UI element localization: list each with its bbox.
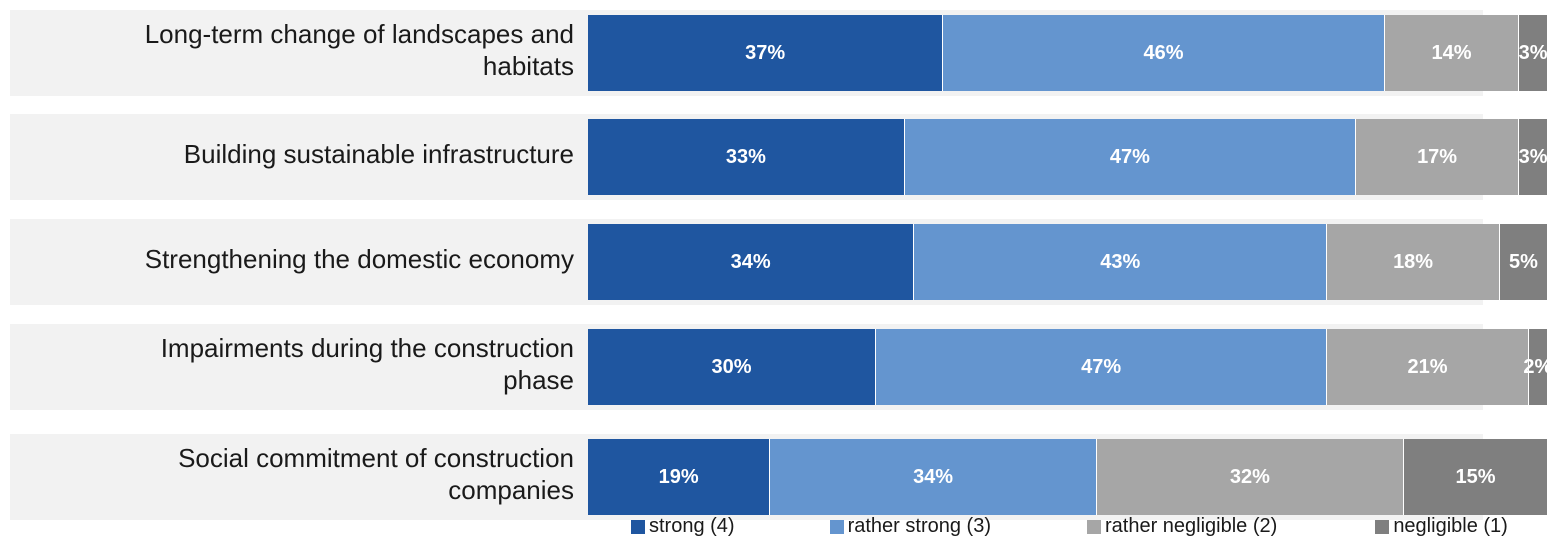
- bar-row: 19% 34% 32% 15%: [588, 439, 1568, 515]
- category-label-line: Impairments during the construction: [160, 333, 574, 363]
- category-label-line: Long-term change of landscapes and: [144, 19, 574, 49]
- category-label: Building sustainable infrastructure: [4, 138, 574, 170]
- data-label: 34%: [730, 250, 771, 273]
- bar-segment: 3%: [1519, 119, 1548, 195]
- data-label: 17%: [1417, 145, 1458, 168]
- category-label-line: Building sustainable infrastructure: [183, 139, 574, 169]
- category-label-line: phase: [503, 365, 574, 395]
- bar-segment: 18%: [1327, 224, 1500, 300]
- bar-row: 37% 46% 14% 3%: [588, 15, 1568, 91]
- bar-segment: 15%: [1403, 439, 1548, 515]
- legend-item: rather negligible (2): [1086, 515, 1278, 538]
- data-label: 46%: [1143, 41, 1184, 64]
- legend-swatch: [631, 519, 645, 534]
- bar-segment: 34%: [588, 224, 915, 300]
- data-label: 37%: [745, 41, 786, 64]
- data-label: 3%: [1518, 41, 1548, 64]
- data-label: 14%: [1431, 41, 1472, 64]
- category-label: Strengthening the domestic economy: [4, 243, 574, 275]
- bar-segment: 47%: [876, 329, 1328, 405]
- bar-segment: 32%: [1096, 439, 1404, 515]
- data-label: 5%: [1509, 250, 1538, 273]
- bar-segment: 47%: [904, 119, 1356, 195]
- legend-swatch: [1375, 519, 1390, 534]
- category-label-line: Social commitment of construction: [178, 443, 574, 473]
- data-label: 30%: [711, 355, 752, 378]
- bar-segment: 34%: [770, 439, 1097, 515]
- data-label: 21%: [1407, 355, 1448, 378]
- legend-label: rather strong (3): [847, 515, 991, 537]
- bar-segment: 19%: [588, 439, 771, 515]
- legend-label: negligible (1): [1393, 515, 1508, 537]
- category-label: Social commitment of construction compani…: [4, 442, 574, 506]
- category-label-line: habitats: [482, 51, 574, 81]
- data-label: 47%: [1109, 145, 1150, 168]
- bar-segment: 5%: [1499, 224, 1548, 300]
- category-label-line: companies: [448, 475, 574, 505]
- data-label: 15%: [1455, 465, 1496, 488]
- category-label: Impairments during the construction phase: [4, 332, 574, 396]
- data-label: 34%: [913, 465, 954, 488]
- legend-label: strong (4): [649, 515, 735, 537]
- bar-segment: 43%: [914, 224, 1328, 300]
- legend-swatch: [829, 519, 844, 534]
- data-label: 19%: [658, 465, 699, 488]
- bar-row: 33% 47% 17% 3%: [588, 119, 1568, 195]
- bar-segment: 17%: [1355, 119, 1520, 195]
- data-label: 3%: [1518, 145, 1548, 168]
- bar-segment: 3%: [1519, 15, 1548, 91]
- data-label: 47%: [1081, 355, 1122, 378]
- legend-item: strong (4): [631, 515, 735, 538]
- category-label: Long-term change of landscapes and habita…: [4, 18, 574, 82]
- legend-swatch: [1086, 519, 1101, 534]
- legend-label: rather negligible (2): [1104, 515, 1278, 537]
- bar-segment: 30%: [588, 329, 876, 405]
- bar-segment: 33%: [588, 119, 905, 195]
- bar-row: 30% 47% 21% 2%: [588, 329, 1568, 405]
- legend-item: rather strong (3): [829, 515, 991, 538]
- data-label: 43%: [1100, 250, 1141, 273]
- data-label: 18%: [1393, 250, 1434, 273]
- category-label-line: Strengthening the domestic economy: [144, 244, 574, 274]
- data-label: 32%: [1229, 465, 1270, 488]
- legend-item: negligible (1): [1375, 515, 1508, 538]
- bar-row: 34% 43% 18% 5%: [588, 224, 1568, 300]
- bar-segment: 21%: [1327, 329, 1529, 405]
- bar-segment: 46%: [943, 15, 1385, 91]
- bar-segment: 37%: [588, 15, 944, 91]
- legend: strong (4) rather strong (3) rather neglig…: [631, 515, 1508, 538]
- data-label: 2%: [1523, 355, 1553, 378]
- bar-segment: 2%: [1523, 329, 1552, 405]
- bar-segment: 14%: [1384, 15, 1520, 91]
- data-label: 33%: [725, 145, 766, 168]
